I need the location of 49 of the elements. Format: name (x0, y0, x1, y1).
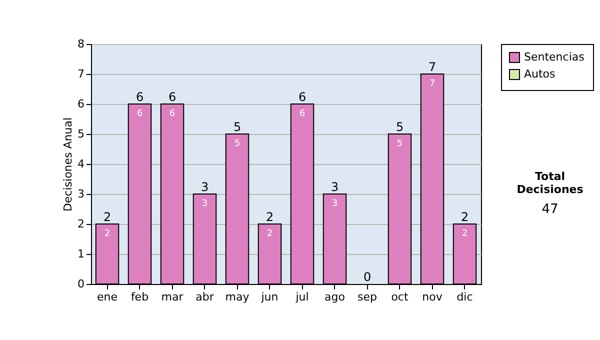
legend-label: Sentencias (524, 50, 585, 64)
data-label: 3 (202, 199, 208, 209)
y-tick-label: 2 (78, 218, 84, 230)
x-tick-label: abr (196, 290, 214, 304)
text: Total Decisiones (516, 170, 584, 196)
data-label: 3 (332, 199, 338, 209)
total-label: 7 (428, 60, 436, 74)
total-label: 6 (136, 90, 144, 104)
total-label: 6 (168, 90, 176, 104)
x-tick-label: jul (294, 290, 309, 304)
y-tick-label: 3 (78, 188, 84, 200)
total-label: 3 (200, 180, 209, 194)
total-label: 5 (233, 120, 242, 134)
y-tick-label: 0 (78, 278, 84, 290)
y-tick-label: 4 (78, 158, 84, 170)
x-tick-label: mar (161, 290, 184, 304)
x-tick-label: jun (260, 290, 278, 304)
total-label: 3 (330, 180, 339, 194)
data-label: 2 (266, 229, 273, 239)
x-tick-label: feb (130, 290, 149, 304)
y-tick-label: 7 (78, 68, 84, 80)
data-label: 2 (104, 229, 110, 239)
x-tick-label: ene (96, 290, 118, 304)
data-label: 2 (462, 229, 468, 239)
total-label: 5 (396, 120, 404, 134)
x-tick-label: sep (358, 290, 378, 304)
y-tick-label: 8 (78, 38, 84, 50)
y-tick-label: 6 (78, 98, 84, 110)
total-label: 2 (460, 210, 469, 224)
data-label: 5 (396, 139, 403, 149)
y-tick-label: 5 (78, 128, 84, 140)
x-tick-label: oct (391, 290, 409, 304)
y-tick-label: 1 (78, 248, 84, 260)
total-label: 6 (298, 90, 306, 104)
total-label: 0 (363, 270, 372, 284)
x-tick-label: ago (324, 290, 346, 304)
total-label: 2 (266, 210, 274, 224)
y-axis-title: Decisiones Anual (62, 117, 74, 212)
text: 47 (540, 202, 560, 217)
data-label: 7 (429, 79, 436, 89)
total-label: 2 (103, 210, 112, 224)
legend-label: Autos (524, 68, 556, 80)
x-tick-label: dic (456, 290, 473, 304)
x-tick-label: may (225, 290, 250, 304)
x-tick-label: nov (422, 290, 443, 304)
data-label: 6 (136, 109, 143, 119)
data-label: 5 (234, 139, 240, 149)
data-label: 6 (169, 109, 176, 119)
data-label: 6 (299, 109, 306, 119)
